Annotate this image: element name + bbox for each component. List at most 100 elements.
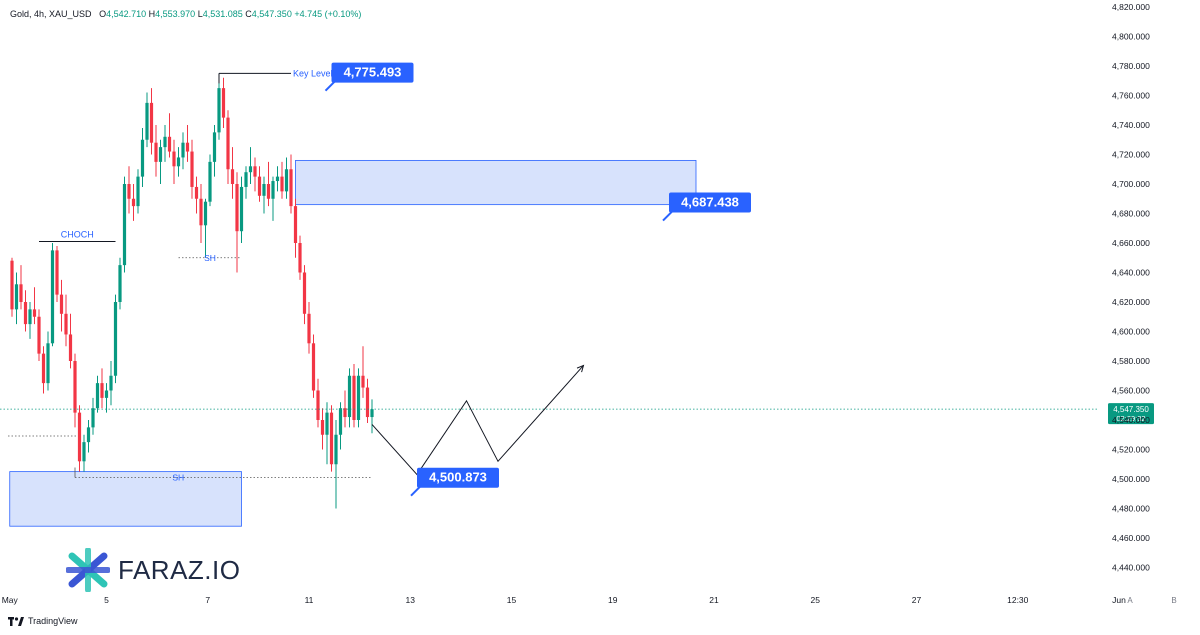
y-tick-label: 4,700.000 (1112, 179, 1150, 189)
candle[interactable] (91, 408, 95, 428)
candle[interactable] (262, 184, 266, 196)
candle[interactable] (275, 176, 280, 182)
candle[interactable] (149, 102, 154, 143)
candle[interactable] (163, 136, 167, 148)
candle[interactable] (311, 343, 316, 391)
candle[interactable] (194, 186, 199, 199)
candle[interactable] (109, 375, 113, 391)
candle[interactable] (316, 390, 320, 421)
candle[interactable] (190, 151, 194, 187)
candle[interactable] (302, 272, 307, 314)
candle[interactable] (334, 434, 338, 465)
candle[interactable] (203, 201, 208, 226)
auto-scale-icon[interactable]: A (1127, 596, 1133, 605)
candle[interactable] (365, 387, 370, 418)
candle[interactable] (325, 412, 329, 435)
candle[interactable] (181, 142, 185, 158)
candle[interactable] (154, 142, 158, 162)
candle[interactable] (226, 117, 230, 170)
candle[interactable] (244, 172, 248, 187)
candle[interactable] (82, 442, 86, 462)
candle[interactable] (280, 176, 284, 192)
candle[interactable] (212, 132, 217, 162)
price-label-text: 4,775.493 (344, 65, 402, 80)
candle[interactable] (68, 334, 73, 361)
candle[interactable] (253, 166, 257, 177)
candle[interactable] (14, 284, 19, 310)
candle[interactable] (136, 176, 140, 207)
candle[interactable] (122, 184, 127, 266)
candle[interactable] (289, 169, 293, 207)
candle[interactable] (145, 102, 149, 140)
candle[interactable] (113, 302, 118, 376)
candle[interactable] (37, 316, 41, 354)
candle[interactable] (235, 184, 239, 232)
candle[interactable] (50, 250, 55, 344)
candle[interactable] (10, 260, 14, 310)
candle[interactable] (104, 390, 109, 398)
candle[interactable] (86, 427, 91, 443)
candle[interactable] (64, 313, 68, 335)
log-scale-icon[interactable]: B (1171, 596, 1176, 605)
zone-box-0[interactable] (9, 471, 242, 527)
candle[interactable] (221, 88, 226, 118)
candle[interactable] (167, 136, 172, 152)
candle[interactable] (41, 353, 46, 384)
candle[interactable] (208, 161, 212, 202)
price-label-2[interactable]: 4,500.873 (410, 467, 499, 497)
price-label-1[interactable]: 4,687.438 (662, 192, 751, 222)
open-key: O (99, 9, 107, 19)
candle[interactable] (307, 313, 311, 344)
candle[interactable] (266, 184, 271, 199)
candle[interactable] (284, 169, 289, 192)
candle[interactable] (338, 408, 343, 435)
x-tick-label: 19 (608, 595, 618, 605)
candle[interactable] (320, 420, 325, 435)
candle[interactable] (257, 176, 262, 196)
candle[interactable] (46, 343, 50, 384)
candle[interactable] (356, 375, 361, 420)
candle[interactable] (172, 151, 176, 167)
tradingview-footer[interactable]: TradingView (8, 616, 78, 626)
y-tick-label: 4,440.000 (1112, 563, 1150, 573)
zone-box-1[interactable] (295, 159, 697, 206)
candle[interactable] (329, 412, 334, 465)
candle[interactable] (298, 243, 302, 273)
candle[interactable] (185, 142, 190, 152)
change-value: +4.745 (+0.10%) (294, 9, 362, 19)
candle[interactable] (230, 169, 235, 184)
candle[interactable] (370, 409, 374, 418)
sh-lower-label: SH (172, 473, 184, 483)
candle[interactable] (19, 284, 23, 302)
candle[interactable] (118, 265, 122, 302)
x-tick-label: Jun (1112, 595, 1126, 605)
candle[interactable] (100, 383, 104, 398)
candle[interactable] (77, 412, 82, 462)
projection-arrowhead (576, 364, 585, 373)
candle[interactable] (28, 309, 32, 325)
candle[interactable] (23, 302, 28, 325)
price-label-0[interactable]: 4,775.493 (324, 62, 414, 92)
candle[interactable] (293, 206, 298, 243)
projection-path[interactable] (371, 365, 584, 476)
candle[interactable] (176, 157, 181, 167)
candle[interactable] (55, 250, 59, 295)
candle[interactable] (127, 184, 131, 199)
candle[interactable] (158, 147, 163, 162)
candle[interactable] (59, 294, 64, 314)
candle[interactable] (217, 88, 221, 133)
candle[interactable] (248, 166, 253, 173)
candle[interactable] (352, 375, 356, 420)
candle[interactable] (343, 408, 347, 418)
candle[interactable] (95, 383, 100, 409)
candle[interactable] (239, 186, 244, 232)
candle[interactable] (347, 375, 352, 418)
candle[interactable] (361, 375, 365, 388)
candle[interactable] (32, 309, 37, 317)
candle[interactable] (131, 198, 136, 207)
candle[interactable] (271, 181, 275, 199)
candle[interactable] (199, 198, 203, 226)
candle[interactable] (140, 139, 145, 177)
candle[interactable] (73, 361, 77, 413)
